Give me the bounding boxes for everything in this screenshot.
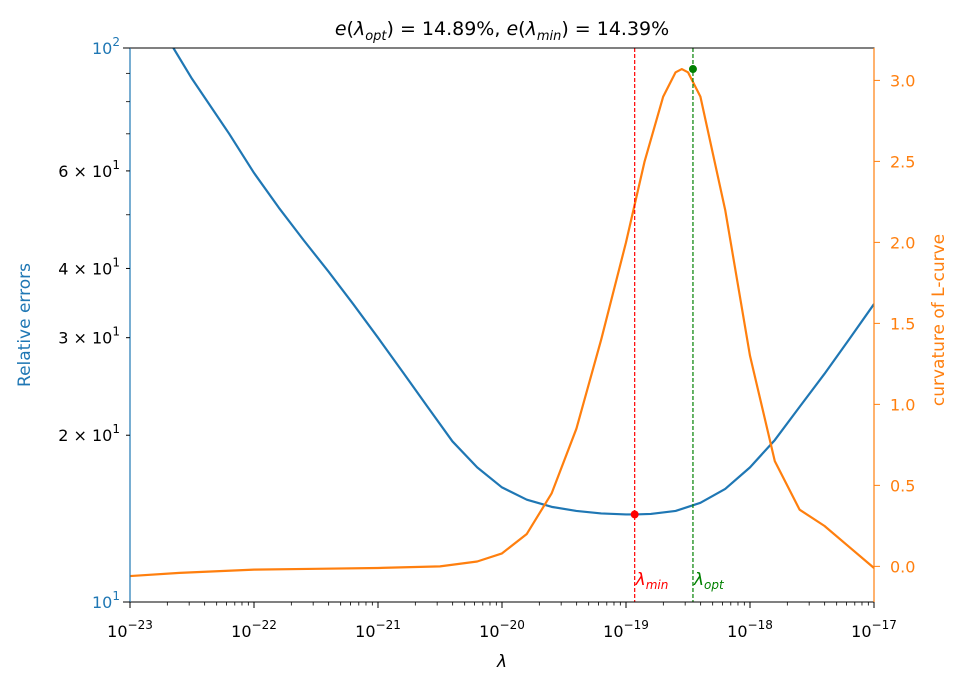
y-right-tick-label: 0.5 — [890, 476, 915, 495]
y-right-tick-label: 1.0 — [890, 395, 915, 414]
x-tick-label: 10−22 — [231, 618, 277, 641]
x-tick-label: 10−19 — [603, 618, 649, 641]
y-right-tick-label: 1.5 — [890, 314, 915, 333]
y-left-tick-label: 2 × 101 — [58, 422, 120, 445]
vline-label-min: λmin — [635, 570, 669, 592]
y-left-tick-label: 6 × 101 — [58, 158, 120, 181]
relative-error-line — [172, 48, 874, 516]
y-left-tick-label: 102 — [92, 35, 120, 58]
y-left-tick-label: 4 × 101 — [58, 255, 120, 278]
x-axis-label: λ — [496, 652, 507, 672]
y-left-tick-label: 101 — [92, 589, 120, 612]
y-left-axis-label: Relative errors — [15, 263, 35, 387]
chart-title: e(λopt) = 14.89%, e(λmin) = 14.39% — [335, 18, 669, 44]
x-tick-label: 10−18 — [727, 618, 773, 641]
y-right-tick-label: 3.0 — [890, 71, 915, 90]
x-tick-label: 10−23 — [107, 618, 153, 641]
plot-frame — [129, 47, 875, 603]
y-right-axis-label: curvature of L-curve — [929, 234, 949, 406]
vline-label-opt: λopt — [693, 570, 725, 592]
y-right-tick-label: 2.5 — [890, 152, 915, 171]
y-left-tick-label: 3 × 101 — [58, 325, 120, 348]
y-right-tick-label: 2.0 — [890, 233, 915, 252]
x-tick-label: 10−21 — [355, 618, 401, 641]
curvature-line — [130, 67, 874, 578]
marker-opt — [688, 65, 697, 74]
x-tick-label: 10−17 — [851, 618, 897, 641]
x-tick-label: 10−20 — [479, 618, 525, 641]
y-right-tick-label: 0.0 — [890, 557, 915, 576]
marker-min — [630, 510, 639, 519]
